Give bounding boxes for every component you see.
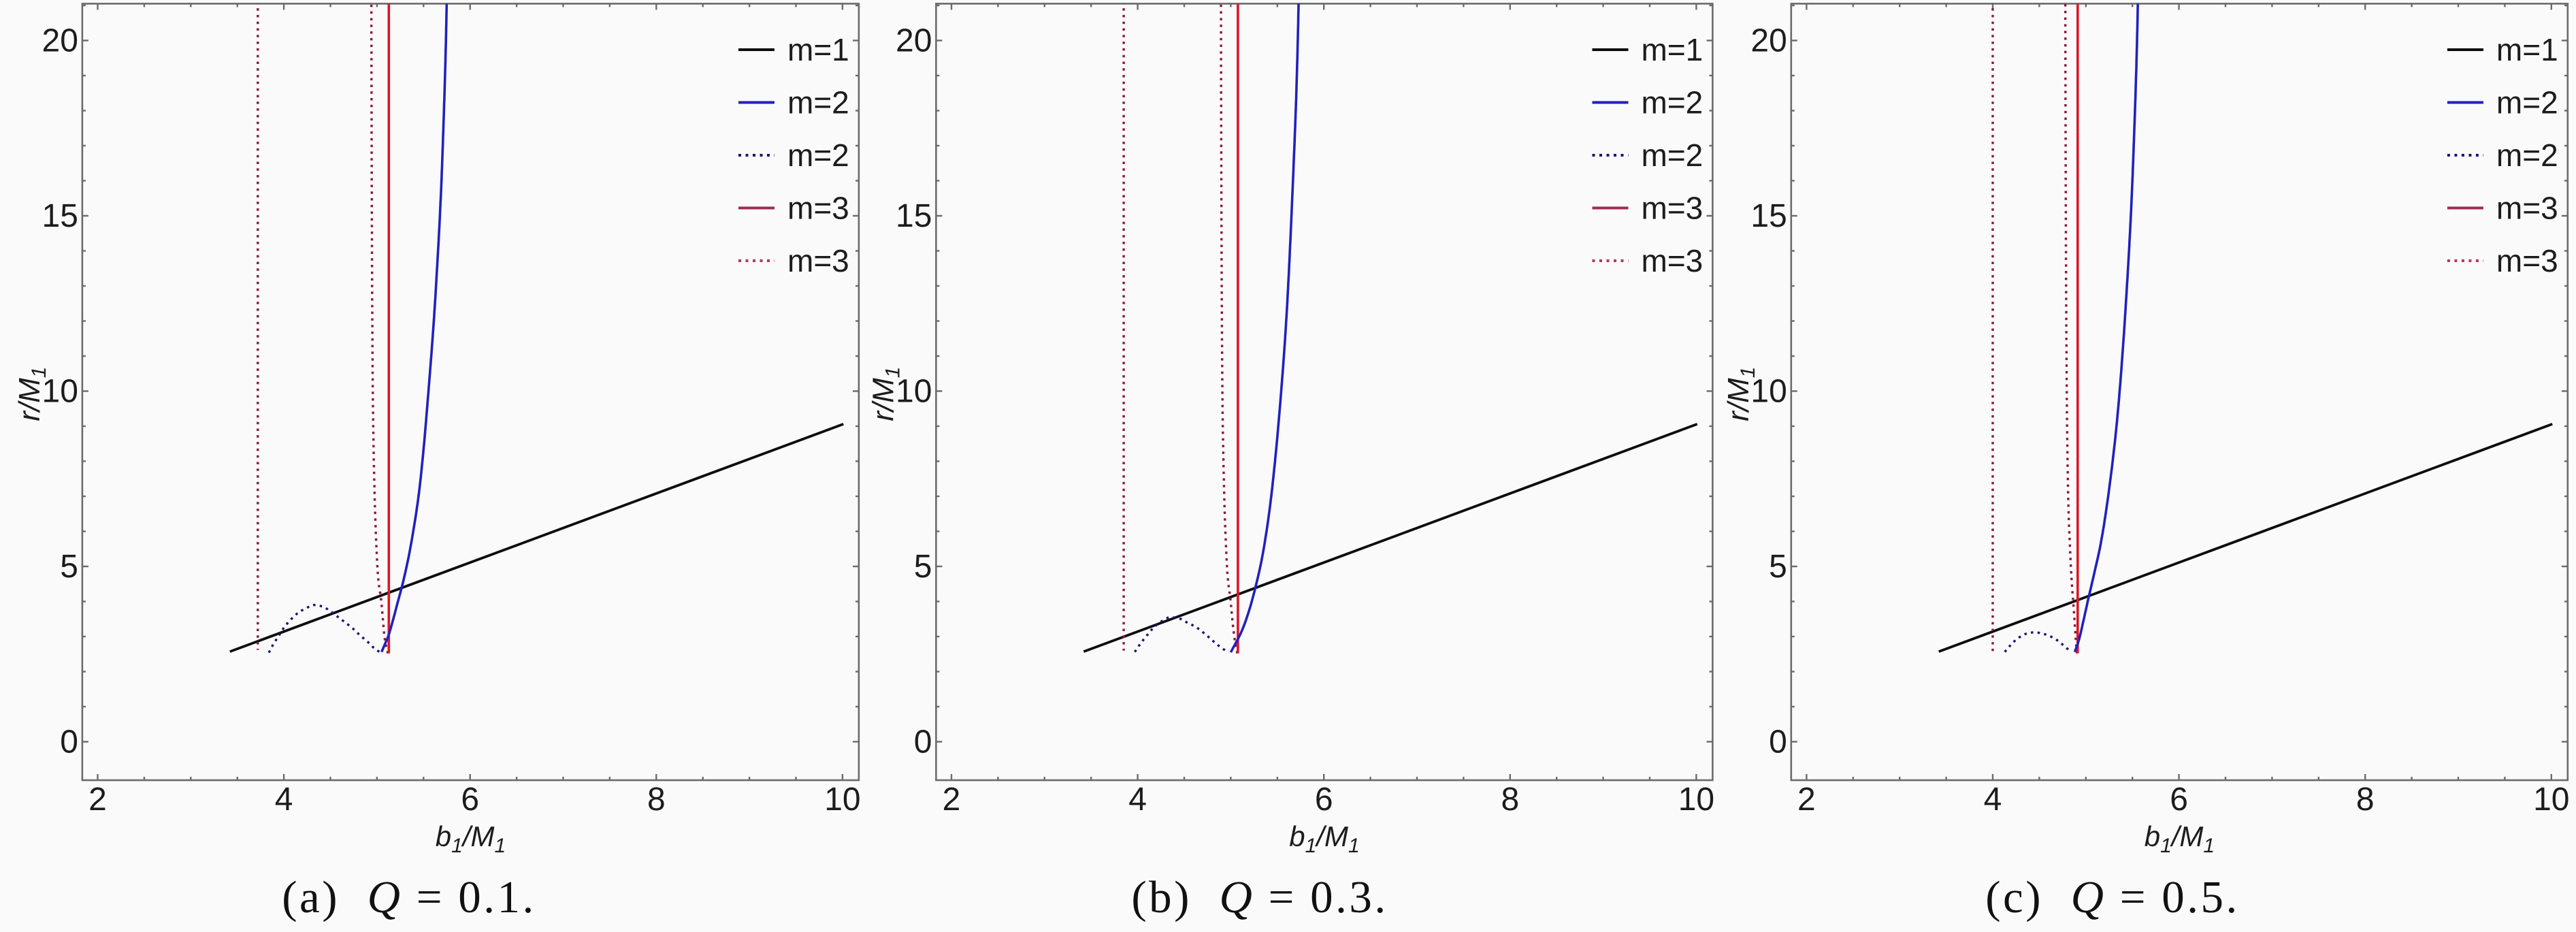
svg-text:m=3: m=3 bbox=[787, 243, 849, 278]
svg-text:m=2: m=2 bbox=[2496, 138, 2558, 173]
svg-text:m=3: m=3 bbox=[787, 191, 849, 226]
svg-text:10: 10 bbox=[824, 782, 860, 818]
svg-text:4: 4 bbox=[275, 782, 293, 818]
svg-text:10: 10 bbox=[2533, 782, 2569, 818]
svg-text:b1/M1: b1/M1 bbox=[1289, 820, 1359, 857]
svg-text:0: 0 bbox=[1769, 724, 1787, 760]
svg-text:m=1: m=1 bbox=[787, 32, 849, 67]
svg-text:6: 6 bbox=[2170, 782, 2188, 818]
svg-text:6: 6 bbox=[1315, 782, 1333, 818]
svg-text:(a) Q = 0.1.: (a) Q = 0.1. bbox=[282, 872, 536, 922]
svg-text:20: 20 bbox=[896, 23, 932, 59]
svg-text:5: 5 bbox=[914, 549, 932, 585]
svg-text:m=3: m=3 bbox=[1642, 191, 1703, 226]
svg-text:m=3: m=3 bbox=[1642, 243, 1703, 278]
svg-text:0: 0 bbox=[914, 724, 932, 760]
svg-text:m=2: m=2 bbox=[2496, 85, 2558, 120]
svg-text:20: 20 bbox=[42, 23, 78, 59]
svg-text:15: 15 bbox=[1750, 198, 1787, 234]
svg-text:m=2: m=2 bbox=[787, 85, 849, 120]
svg-text:5: 5 bbox=[60, 549, 78, 585]
svg-text:15: 15 bbox=[896, 198, 932, 234]
svg-text:m=1: m=1 bbox=[2496, 32, 2558, 67]
svg-text:2: 2 bbox=[1797, 782, 1816, 818]
svg-text:4: 4 bbox=[1984, 782, 2002, 818]
svg-text:8: 8 bbox=[2356, 782, 2375, 818]
svg-text:2: 2 bbox=[88, 782, 107, 818]
svg-text:6: 6 bbox=[461, 782, 479, 818]
svg-text:m=3: m=3 bbox=[2496, 191, 2558, 226]
svg-text:b1/M1: b1/M1 bbox=[2145, 820, 2215, 857]
svg-text:8: 8 bbox=[647, 782, 666, 818]
svg-text:m=2: m=2 bbox=[1642, 138, 1703, 173]
svg-text:15: 15 bbox=[42, 198, 78, 234]
svg-text:4: 4 bbox=[1128, 782, 1147, 818]
svg-text:5: 5 bbox=[1769, 549, 1787, 585]
svg-text:m=2: m=2 bbox=[787, 138, 849, 173]
svg-text:(c) Q = 0.5.: (c) Q = 0.5. bbox=[1985, 872, 2240, 922]
svg-text:10: 10 bbox=[1678, 782, 1714, 818]
svg-text:10: 10 bbox=[42, 374, 78, 410]
svg-text:20: 20 bbox=[1750, 23, 1787, 59]
svg-text:m=2: m=2 bbox=[1642, 85, 1703, 120]
svg-text:m=3: m=3 bbox=[2496, 243, 2558, 278]
svg-text:b1/M1: b1/M1 bbox=[436, 820, 506, 857]
svg-text:0: 0 bbox=[60, 724, 78, 760]
svg-text:2: 2 bbox=[943, 782, 961, 818]
svg-text:(b) Q = 0.3.: (b) Q = 0.3. bbox=[1131, 872, 1388, 922]
svg-text:m=1: m=1 bbox=[1642, 32, 1703, 67]
svg-text:10: 10 bbox=[896, 374, 932, 410]
svg-text:10: 10 bbox=[1750, 374, 1787, 410]
svg-text:8: 8 bbox=[1501, 782, 1519, 818]
